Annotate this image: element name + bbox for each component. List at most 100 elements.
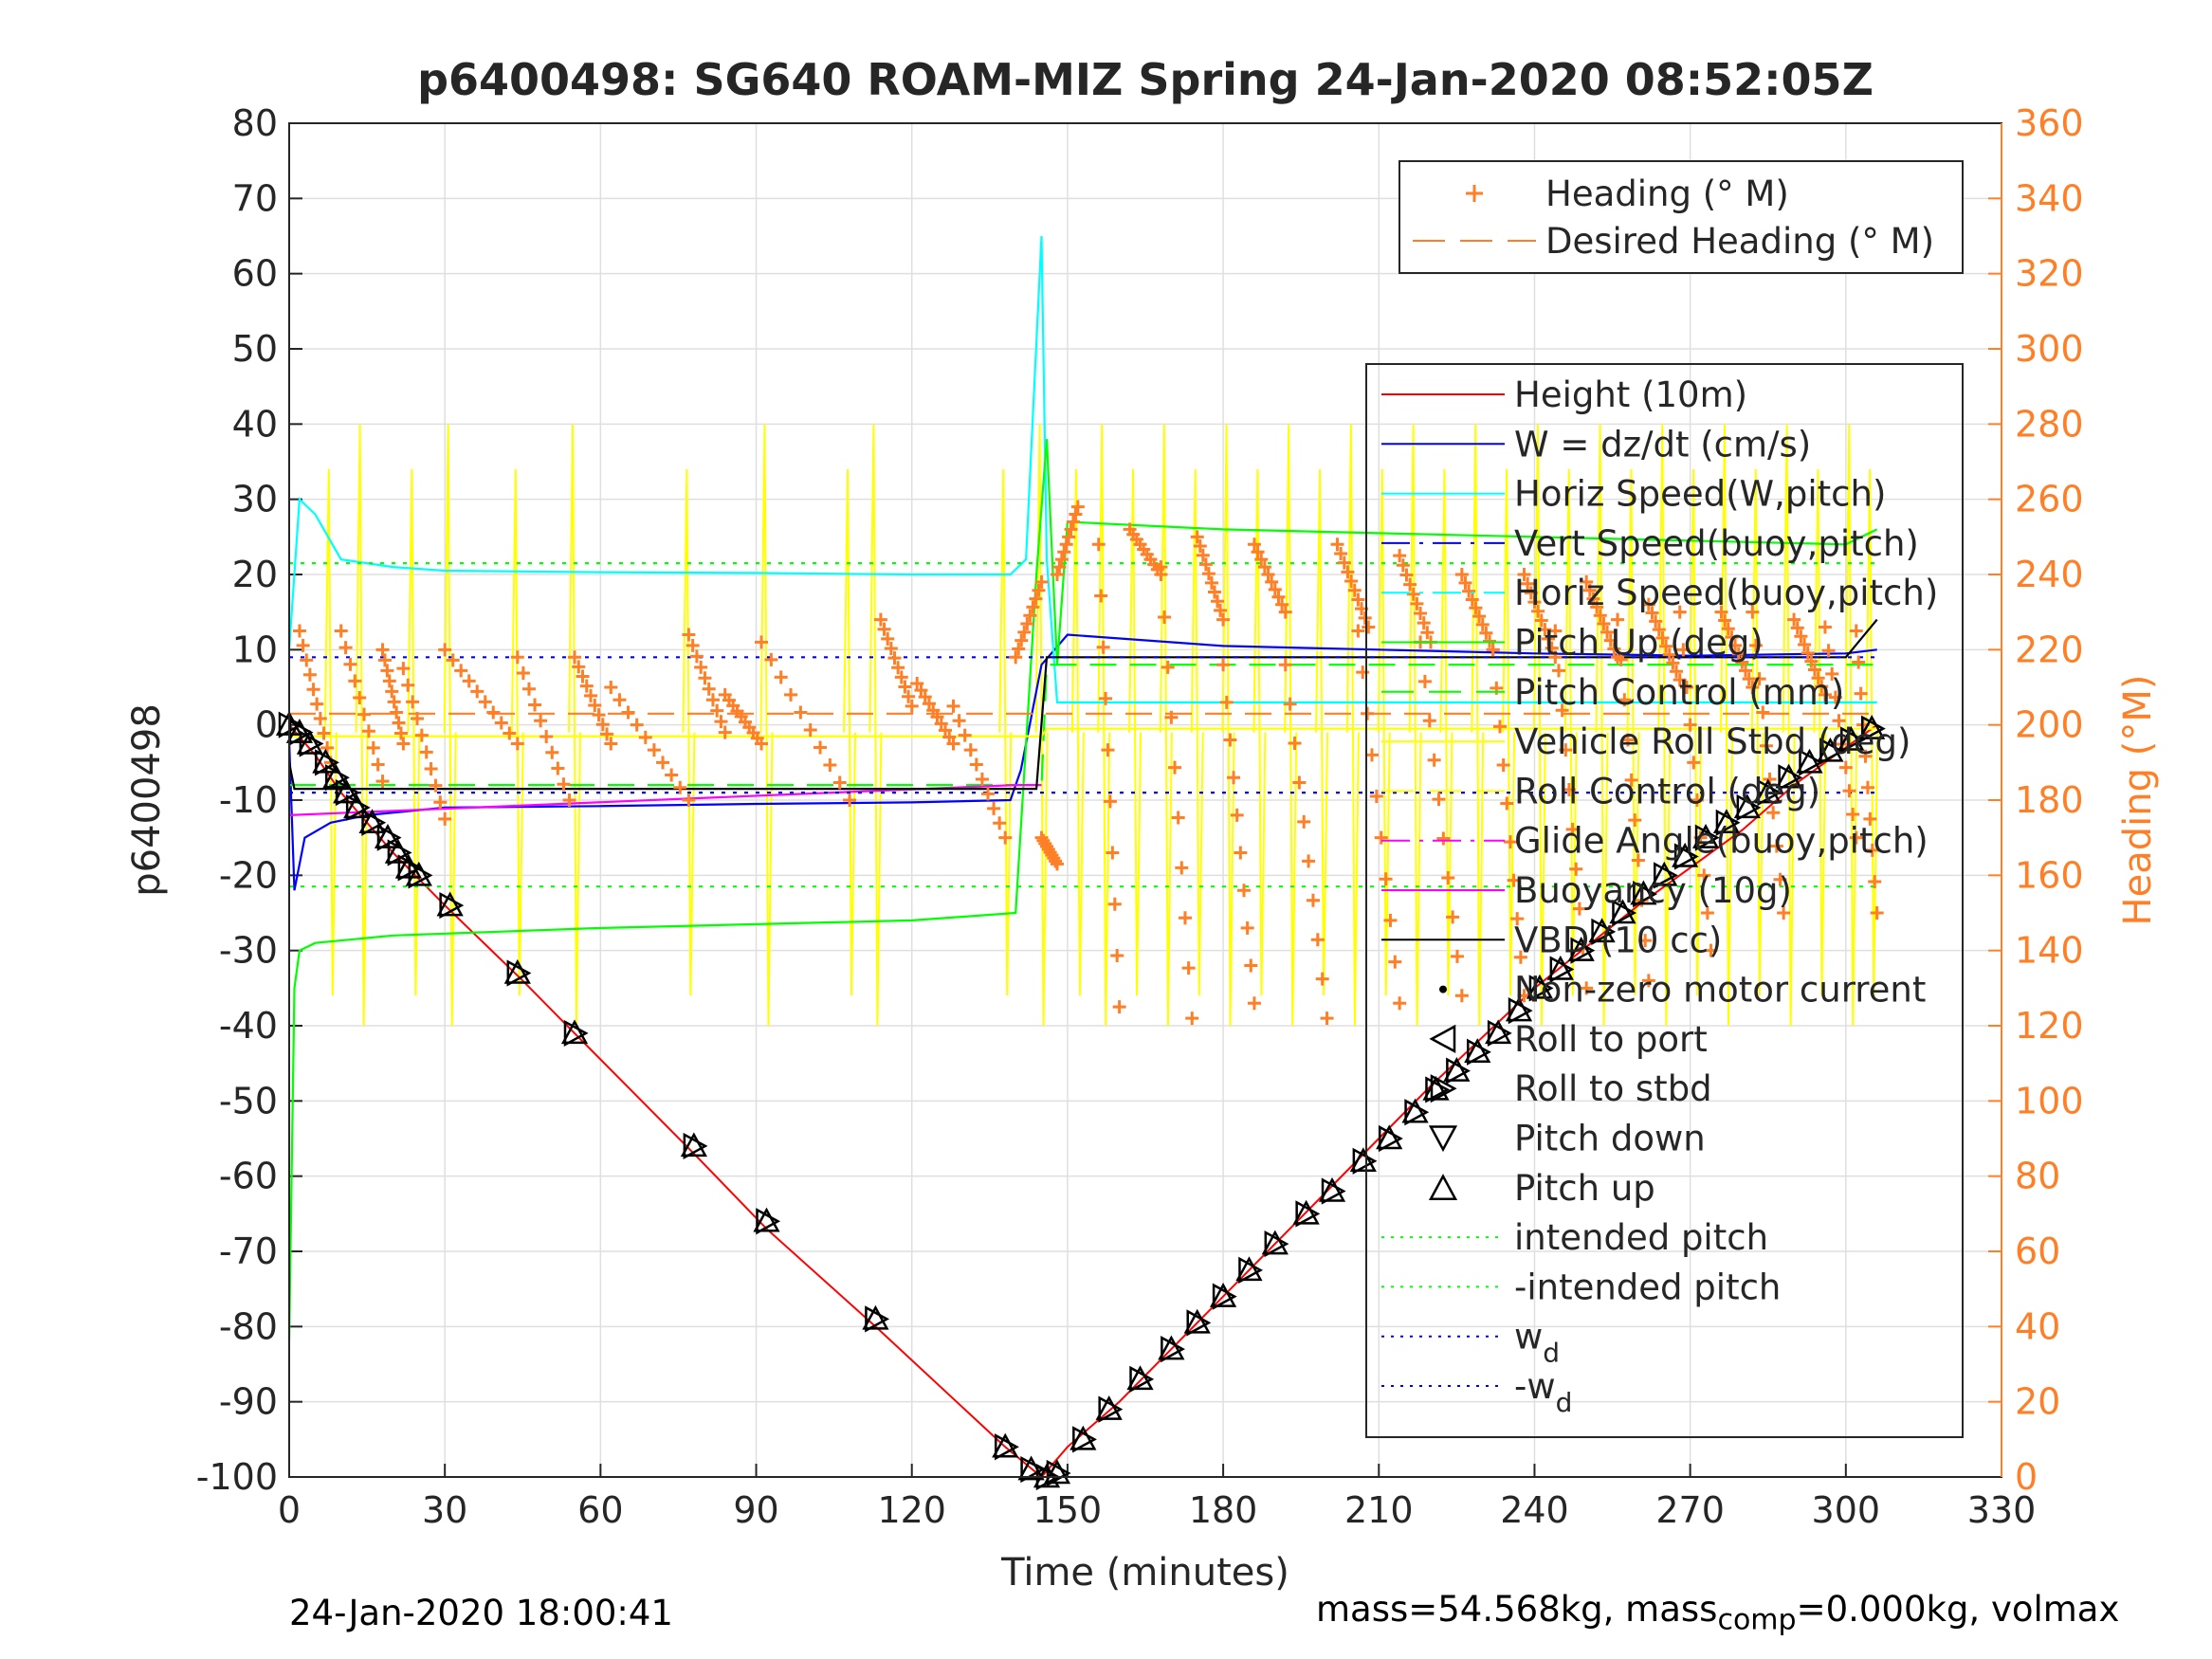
pitch-up-marker — [1043, 1459, 1071, 1485]
roll-marker — [1508, 997, 1533, 1025]
heading-marker — [1254, 553, 1269, 567]
heading-marker — [1652, 623, 1666, 637]
roll-spike — [1844, 424, 1858, 1027]
heading-marker — [1278, 658, 1292, 672]
heading-marker — [494, 716, 508, 730]
y2-tick-label: 140 — [2015, 930, 2084, 972]
heading-marker — [429, 778, 443, 793]
heading-marker — [1417, 674, 1432, 688]
heading-marker — [539, 730, 554, 744]
y-tick-label: -90 — [219, 1381, 278, 1423]
heading-marker — [1050, 857, 1064, 871]
y-tick-label: -70 — [219, 1231, 278, 1272]
heading-marker — [794, 705, 808, 720]
heading-marker — [980, 787, 995, 801]
legend-label: Height (10m) — [1514, 374, 1747, 415]
heading-marker — [843, 793, 857, 807]
roll-marker — [994, 1433, 1019, 1461]
heading-marker — [1175, 861, 1189, 875]
pitch-up-marker — [1505, 996, 1533, 1022]
y2-tick-label: 20 — [2015, 1381, 2060, 1423]
roll-marker — [1860, 715, 1886, 742]
pitch-up-marker — [1567, 937, 1595, 961]
heading-marker — [1811, 671, 1825, 685]
axes — [288, 122, 2002, 1478]
heading-marker — [343, 657, 357, 671]
heading-marker — [1492, 720, 1507, 734]
legend-heading-box — [1398, 160, 1964, 274]
heading-marker — [1479, 626, 1493, 640]
heading-marker — [1230, 808, 1244, 822]
roll-spike — [1782, 424, 1796, 1027]
legend-heading-label: Heading (° M) — [1545, 173, 1789, 214]
heading-marker — [1662, 647, 1676, 662]
roll-spike — [1595, 424, 1609, 1027]
y2-axis-label: Heading (°M) — [2116, 675, 2160, 926]
heading-marker — [375, 643, 390, 657]
heading-marker — [1379, 872, 1393, 886]
heading-marker — [392, 716, 406, 730]
heading-marker — [1383, 913, 1398, 927]
heading-marker — [1096, 640, 1110, 654]
heading-marker — [1034, 574, 1049, 589]
y2-tick-label: 40 — [2015, 1305, 2060, 1347]
heading-marker — [1486, 643, 1500, 657]
heading-marker — [1542, 631, 1556, 646]
x-tick-label: 210 — [1344, 1489, 1414, 1531]
roll-marker — [1570, 937, 1596, 964]
heading-marker — [1798, 638, 1812, 652]
heading-marker — [1790, 621, 1804, 635]
heading-marker — [1214, 603, 1228, 617]
heading-marker — [1334, 546, 1348, 560]
heading-marker — [1193, 539, 1207, 554]
heading-marker — [1870, 906, 1884, 920]
series-line — [287, 618, 1878, 791]
roll-spike — [1532, 424, 1546, 1027]
heading-marker — [1454, 989, 1469, 1003]
y-tick-label: 30 — [232, 479, 278, 520]
roll-spike — [868, 424, 883, 1027]
heading-marker — [1673, 605, 1687, 619]
heading-marker — [1275, 597, 1289, 611]
heading-marker — [1849, 830, 1863, 845]
roll-spike — [443, 424, 457, 1027]
heading-marker — [630, 718, 644, 732]
tick-labels: 0 30 60 90 120 150 180 210 240 270 300 330-100-90-8… — [196, 102, 2084, 1531]
heading-marker — [1854, 686, 1868, 701]
y2-tick-label: 120 — [2015, 1005, 2084, 1047]
heading-marker — [975, 772, 989, 786]
heading-marker — [357, 707, 372, 721]
heading-marker — [1842, 784, 1856, 798]
x-tick-label: 300 — [1812, 1489, 1881, 1531]
legend-label: Pitch down — [1514, 1119, 1706, 1159]
heading-marker — [1721, 622, 1735, 636]
heading-marker — [1565, 822, 1580, 836]
y-tick-label: 70 — [232, 177, 278, 219]
heading-marker — [1059, 538, 1073, 552]
heading-marker — [1868, 874, 1882, 888]
legend-label: Pitch Up (deg) — [1514, 623, 1764, 664]
heading-marker — [1066, 515, 1080, 529]
legend-label: intended pitch — [1514, 1217, 1768, 1258]
y2-tick-label: 100 — [2015, 1080, 2084, 1121]
heading-marker — [1101, 743, 1115, 757]
heading-marker — [1283, 697, 1297, 711]
heading-marker — [755, 737, 769, 751]
x-tick-label: 150 — [1033, 1489, 1103, 1531]
heading-marker — [682, 628, 696, 642]
heading-marker — [1417, 616, 1431, 630]
heading-marker — [891, 661, 905, 675]
heading-marker — [1787, 612, 1801, 627]
legend-swatch — [1430, 1074, 1457, 1103]
y2-tick-label: 0 — [2015, 1456, 2038, 1498]
heading-marker — [588, 698, 602, 712]
heading-marker — [1597, 617, 1611, 631]
heading-marker — [510, 650, 524, 665]
heading-marker — [914, 684, 928, 698]
heading-marker — [1320, 1012, 1334, 1026]
pitch-up-marker — [503, 958, 531, 984]
legend-label: Non-zero motor current — [1514, 970, 1926, 1011]
roll-marker — [1161, 1336, 1185, 1363]
heading-marker — [1158, 610, 1172, 624]
heading-marker — [1687, 756, 1701, 770]
